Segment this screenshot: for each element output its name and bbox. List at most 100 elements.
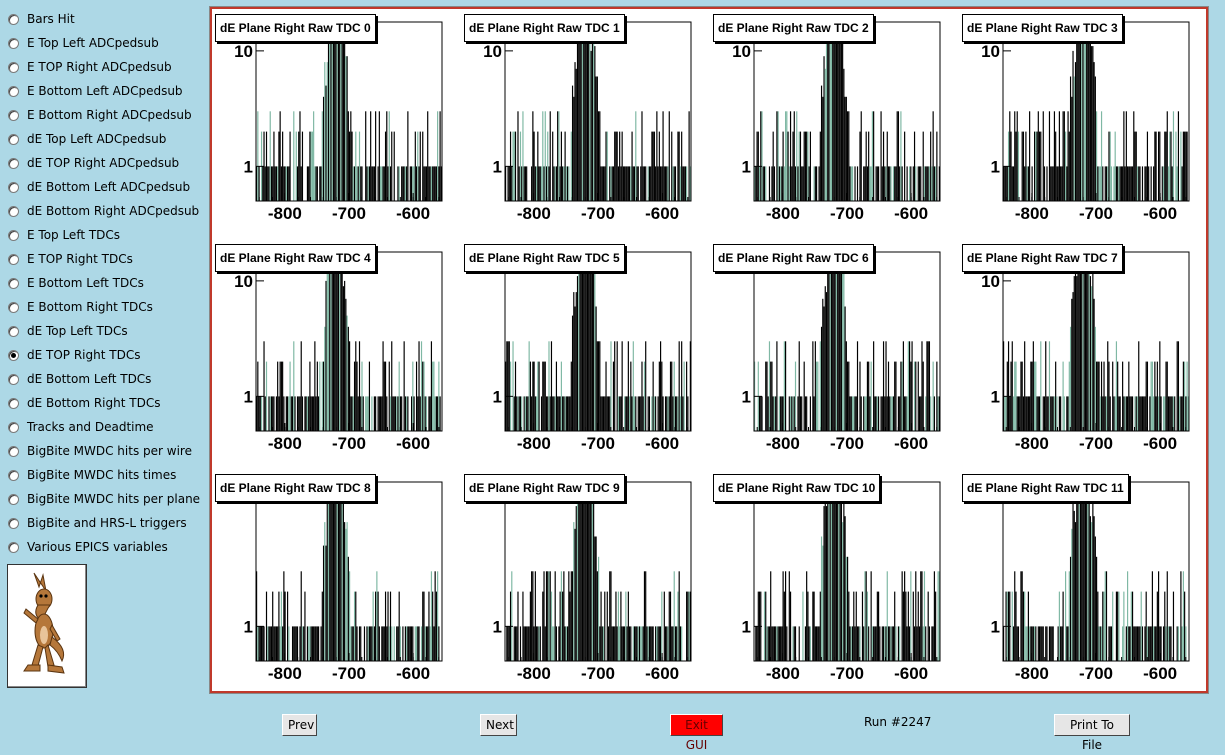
histogram-bar [425, 396, 428, 431]
histogram-bar [1032, 626, 1034, 661]
histogram-bar [513, 396, 515, 431]
histogram-bar [763, 166, 766, 201]
radio-icon[interactable] [8, 14, 19, 25]
histogram-bar [336, 22, 338, 201]
histogram-bar [371, 626, 373, 661]
histogram-bar [839, 484, 841, 661]
histogram-bar [429, 626, 431, 661]
histogram-bar [275, 626, 278, 661]
histogram-bar [1143, 396, 1145, 431]
radio-icon[interactable] [8, 422, 19, 433]
histogram-bar [930, 396, 932, 431]
radio-icon[interactable] [8, 494, 19, 505]
radio-icon[interactable] [8, 86, 19, 97]
histogram-bar [1182, 571, 1184, 661]
histogram-bar [534, 571, 536, 661]
radio-selected-icon[interactable] [8, 350, 19, 361]
histogram-bar [616, 626, 618, 661]
radio-option[interactable]: E Bottom Left TDCs [0, 272, 205, 296]
radio-icon[interactable] [8, 470, 19, 481]
radio-icon[interactable] [8, 182, 19, 193]
radio-option[interactable]: BigBite MWDC hits per plane [0, 488, 205, 512]
histogram-bar [1092, 501, 1094, 661]
histogram-bar [293, 626, 295, 661]
next-button[interactable]: Next [480, 714, 517, 736]
histogram-bar [360, 166, 362, 201]
radio-icon[interactable] [8, 254, 19, 265]
radio-icon[interactable] [8, 518, 19, 529]
radio-icon[interactable] [8, 278, 19, 289]
radio-option[interactable]: dE Top Left TDCs [0, 320, 205, 344]
histogram-bar [1105, 166, 1108, 201]
radio-option[interactable]: Tracks and Deadtime [0, 416, 205, 440]
histogram-bar [1005, 396, 1007, 431]
histogram-bar [666, 626, 668, 661]
histogram-bar [799, 396, 802, 431]
histogram-bar [288, 626, 290, 661]
radio-icon[interactable] [8, 374, 19, 385]
radio-option[interactable]: dE Bottom Right ADCpedsub [0, 200, 205, 224]
histogram-bar [1144, 166, 1146, 201]
radio-icon[interactable] [8, 302, 19, 313]
radio-option[interactable]: E TOP Right ADCpedsub [0, 56, 205, 80]
radio-option[interactable]: E Bottom Right ADCpedsub [0, 104, 205, 128]
radio-icon[interactable] [8, 38, 19, 49]
histogram-bar [842, 41, 844, 202]
histogram-bar [565, 396, 567, 431]
x-tick-label: -700 [332, 434, 366, 453]
histogram-bar [383, 166, 385, 201]
radio-icon[interactable] [8, 398, 19, 409]
histogram-bar [672, 626, 674, 661]
radio-option[interactable]: dE TOP Right ADCpedsub [0, 152, 205, 176]
histogram-bar [523, 626, 525, 661]
histogram-bar [809, 131, 811, 201]
radio-option[interactable]: BigBite MWDC hits times [0, 464, 205, 488]
radio-option[interactable]: dE TOP Right TDCs [0, 344, 205, 368]
radio-option[interactable]: Bars Hit [0, 8, 205, 32]
histogram-bar [264, 166, 266, 201]
histogram-bar [1170, 626, 1172, 661]
radio-icon[interactable] [8, 158, 19, 169]
radio-option[interactable]: dE Bottom Right TDCs [0, 392, 205, 416]
radio-icon[interactable] [8, 134, 19, 145]
radio-icon[interactable] [8, 326, 19, 337]
radio-option[interactable]: BigBite MWDC hits per wire [0, 440, 205, 464]
histogram-bar [435, 166, 437, 201]
histogram-bar [1084, 252, 1087, 431]
histogram-bar [776, 626, 778, 661]
histogram-bar [854, 166, 856, 201]
radio-option[interactable]: BigBite and HRS-L triggers [0, 512, 205, 536]
histogram-bar [301, 626, 304, 661]
histogram-bar [1056, 166, 1058, 201]
histogram-bar [827, 482, 829, 661]
radio-option[interactable]: E Top Left ADCpedsub [0, 32, 205, 56]
histogram-bar [1046, 396, 1048, 431]
histogram-bar [1138, 626, 1140, 661]
radio-option[interactable]: E Bottom Left ADCpedsub [0, 80, 205, 104]
prev-button[interactable]: Prev [282, 714, 317, 736]
histogram-title: dE Plane Right Raw TDC 2 [713, 14, 874, 42]
histogram-bar [1179, 396, 1181, 431]
radio-option[interactable]: E TOP Right TDCs [0, 248, 205, 272]
radio-option[interactable]: dE Top Left ADCpedsub [0, 128, 205, 152]
print-to-file-button[interactable]: Print To File [1054, 714, 1130, 752]
radio-option[interactable]: dE Bottom Left TDCs [0, 368, 205, 392]
exit-gui-button[interactable]: Exit GUI [670, 714, 723, 752]
radio-icon[interactable] [8, 110, 19, 121]
histogram-bar [258, 626, 260, 661]
radio-icon[interactable] [8, 206, 19, 217]
radio-option[interactable]: dE Bottom Left ADCpedsub [0, 176, 205, 200]
histogram-bar [358, 341, 361, 431]
radio-icon[interactable] [8, 446, 19, 457]
radio-icon[interactable] [8, 62, 19, 73]
histogram-bar [409, 166, 411, 201]
radio-icon[interactable] [8, 542, 19, 553]
radio-option[interactable]: E Bottom Right TDCs [0, 296, 205, 320]
radio-icon[interactable] [8, 230, 19, 241]
radio-option[interactable]: E Top Left TDCs [0, 224, 205, 248]
histogram-bar [1135, 626, 1137, 661]
histogram-bar [310, 626, 312, 661]
x-tick-label: -800 [766, 664, 800, 683]
radio-option[interactable]: Various EPICS variables [0, 536, 205, 560]
